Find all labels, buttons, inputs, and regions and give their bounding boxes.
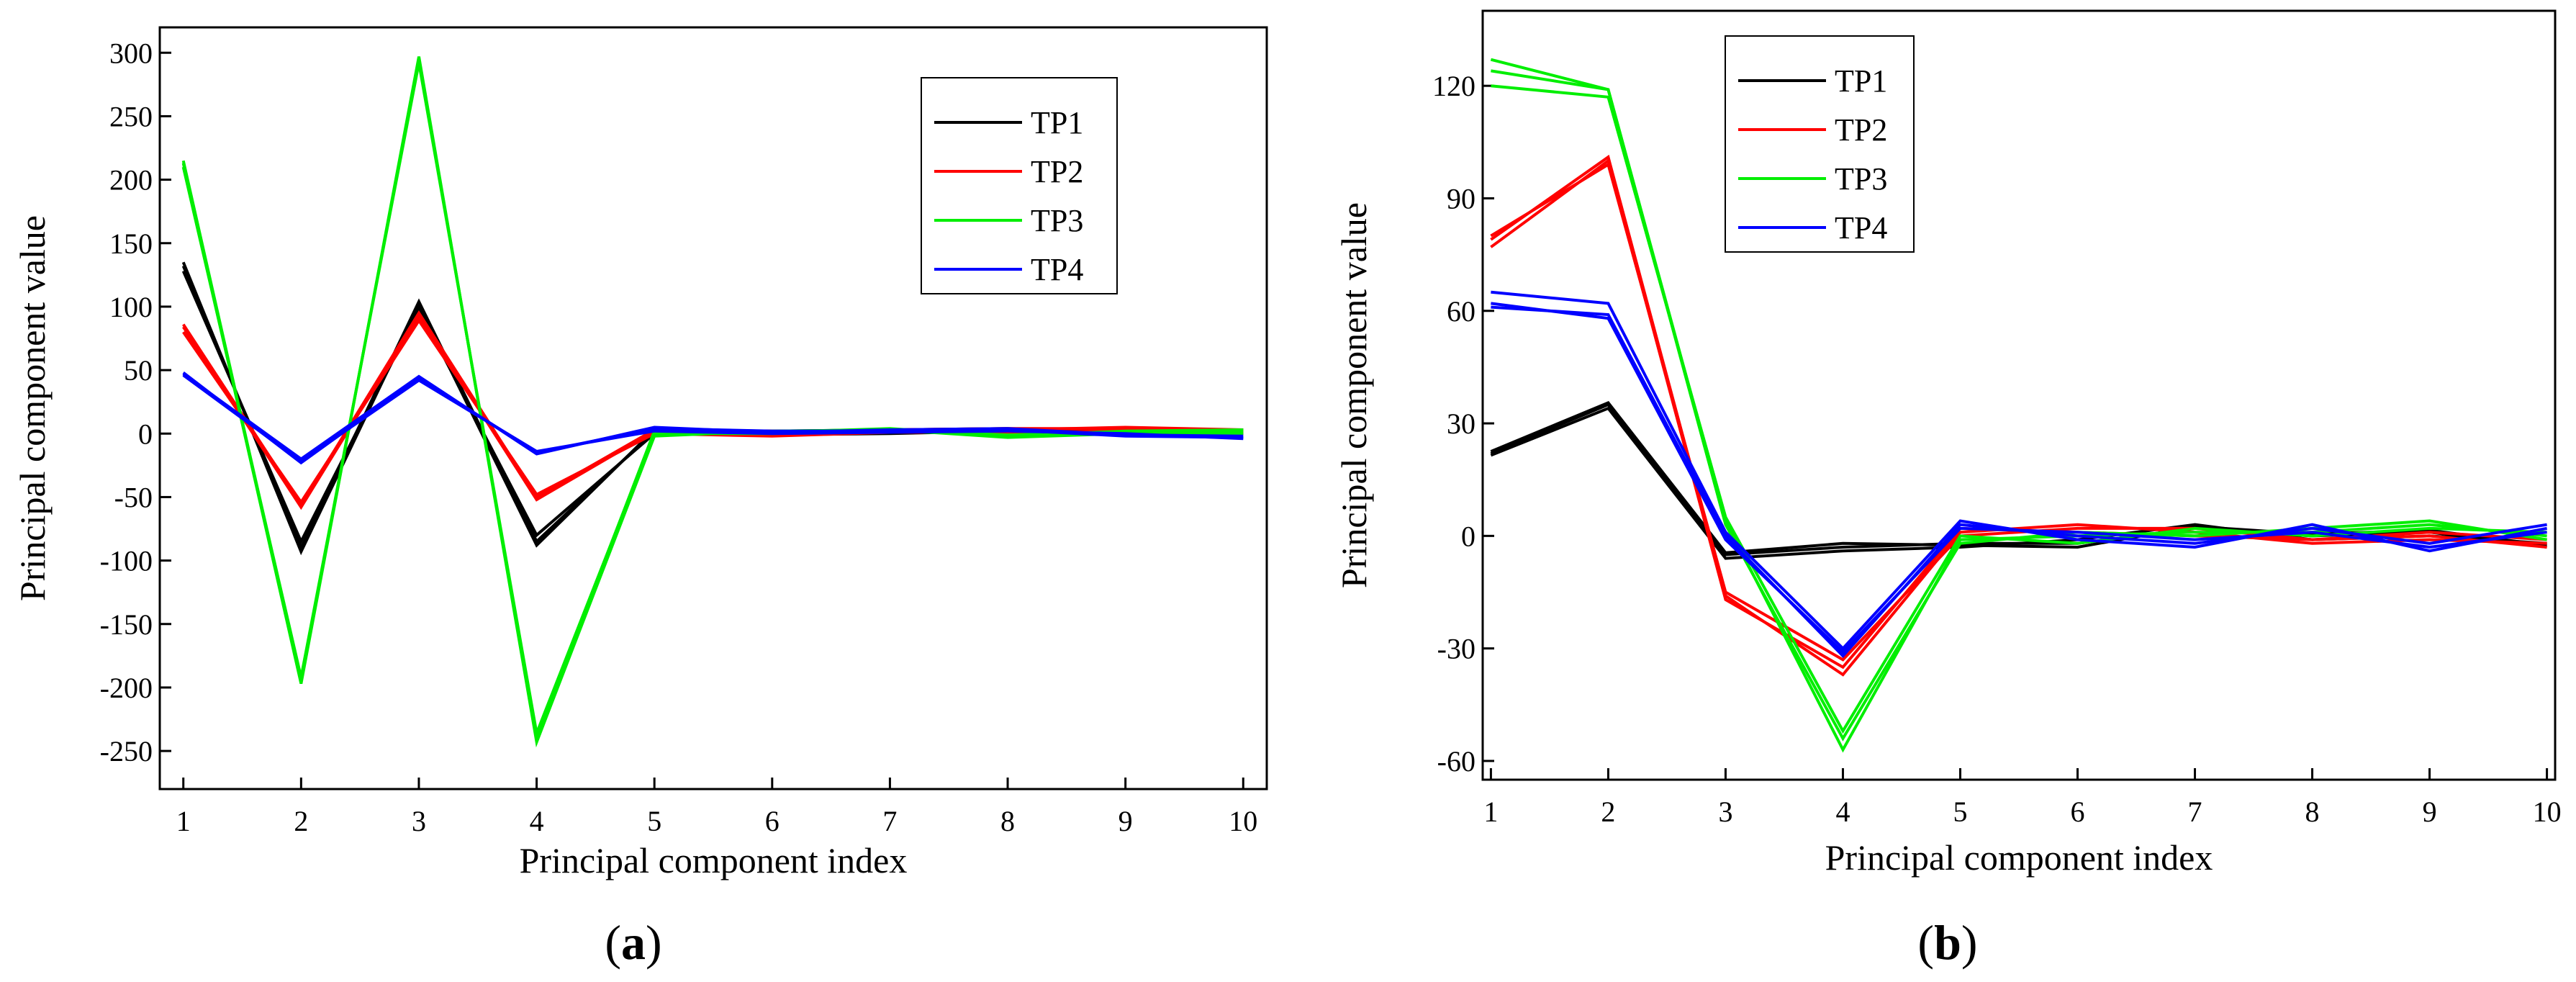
x-tick-label-a: 8 bbox=[1000, 805, 1015, 837]
panel-label-a: (a) bbox=[605, 915, 661, 970]
x-tick-label-b: 8 bbox=[2305, 796, 2320, 828]
y-tick-label-a: 300 bbox=[109, 37, 153, 69]
series-line-tp3-b bbox=[1491, 84, 2547, 734]
panel-b-chart: -60 -30 0 30 60 90 120 1 2 3 4 5 6 7 8 9 10 Principal com… bbox=[1334, 9, 2562, 970]
y-tick-label-a: -250 bbox=[100, 735, 153, 767]
y-axis-title-a: Principal component value bbox=[12, 215, 53, 601]
legend-label-tp1-b: TP1 bbox=[1835, 63, 1887, 99]
x-tick-label-a: 9 bbox=[1118, 805, 1133, 837]
series-line-tp2-a bbox=[182, 317, 1244, 505]
x-tick-label-b: 1 bbox=[1483, 796, 1498, 828]
x-tick-label-b: 6 bbox=[2071, 796, 2085, 828]
y-tick-label-b: 90 bbox=[1447, 182, 1475, 215]
series-line-tp4-a bbox=[182, 371, 1244, 465]
x-tick-label-b: 3 bbox=[1718, 796, 1732, 828]
legend-label-tp2-b: TP2 bbox=[1835, 112, 1887, 148]
x-tick-label-a: 10 bbox=[1229, 805, 1257, 837]
series-line-tp3-b bbox=[1490, 58, 2547, 753]
series-line-tp4-b bbox=[1491, 302, 2547, 654]
x-tick-label-b: 10 bbox=[2533, 796, 2562, 828]
series-line-tp3-b bbox=[1491, 69, 2547, 742]
x-tick-label-a: 5 bbox=[647, 805, 661, 837]
y-axis-title-b: Principal component value bbox=[1334, 202, 1374, 588]
y-tick-label-a: 100 bbox=[109, 291, 153, 323]
x-tick-label-a: 2 bbox=[294, 805, 308, 837]
panel-a-chart: -250 -200 -150 -100 -50 0 50 100 150 200 250 300 1 2 3… bbox=[12, 26, 1268, 970]
legend-label-tp2-a: TP2 bbox=[1031, 154, 1083, 189]
series-line-tp2-b bbox=[1490, 154, 2547, 677]
x-tick-label-a: 7 bbox=[882, 805, 897, 837]
y-tick-label-b: 30 bbox=[1447, 407, 1475, 440]
x-axis-title-b: Principal component index bbox=[1825, 837, 2213, 878]
x-tick-label-a: 1 bbox=[176, 805, 191, 837]
x-tick-label-b: 2 bbox=[1601, 796, 1615, 828]
y-tick-label-a: -50 bbox=[114, 481, 153, 513]
series-line-tp2-a bbox=[182, 310, 1244, 508]
x-tick-label-a: 6 bbox=[765, 805, 779, 837]
y-tick-label-a: 250 bbox=[109, 100, 153, 132]
series-line-tp4-a bbox=[182, 374, 1244, 464]
series-line-tp2-a bbox=[182, 312, 1244, 510]
y-tick-label-b: 60 bbox=[1447, 295, 1475, 328]
y-tick-label-a: 200 bbox=[109, 164, 153, 197]
x-tick-label-a: 4 bbox=[530, 805, 544, 837]
legend-label-tp4-b: TP4 bbox=[1835, 210, 1887, 246]
legend-box-b bbox=[1725, 35, 1915, 253]
y-tick-label-a: -100 bbox=[100, 545, 153, 577]
series-line-tp1-a bbox=[181, 265, 1244, 551]
series-line-tp1-a bbox=[181, 261, 1244, 556]
y-tick-label-a: 50 bbox=[124, 354, 153, 387]
x-tick-label-b: 4 bbox=[1835, 796, 1850, 828]
plot-frame-b bbox=[1481, 9, 2557, 781]
legend-box-a bbox=[921, 77, 1118, 294]
series-line-tp4-a bbox=[182, 372, 1244, 461]
x-tick-label-b: 7 bbox=[2188, 796, 2202, 828]
plot-frame-a bbox=[158, 26, 1268, 790]
x-tick-label-a: 3 bbox=[412, 805, 426, 837]
x-tick-label-b: 5 bbox=[1953, 796, 1967, 828]
series-line-tp1-a bbox=[181, 270, 1244, 545]
y-tick-label-a: -200 bbox=[100, 672, 153, 704]
panel-label-b: (b) bbox=[1917, 915, 1977, 970]
series-line-tp4-b bbox=[1491, 290, 2547, 651]
x-axis-title-a: Principal component index bbox=[520, 840, 908, 880]
y-tick-label-b: 0 bbox=[1461, 520, 1475, 552]
legend-label-tp3-b: TP3 bbox=[1835, 161, 1887, 197]
y-tick-label-a: -150 bbox=[100, 608, 153, 641]
y-tick-label-b: -60 bbox=[1437, 745, 1475, 778]
legend-label-tp4-a: TP4 bbox=[1031, 252, 1083, 287]
y-tick-label-b: 120 bbox=[1432, 70, 1475, 102]
x-tick-label-b: 9 bbox=[2423, 796, 2437, 828]
y-tick-label-a: 0 bbox=[138, 418, 153, 450]
legend-label-tp1-a: TP1 bbox=[1031, 105, 1083, 140]
y-tick-label-b: -30 bbox=[1437, 633, 1475, 665]
legend-label-tp3-a: TP3 bbox=[1031, 203, 1083, 238]
y-tick-label-a: 150 bbox=[109, 228, 153, 260]
series-line-tp4-b bbox=[1491, 305, 2547, 659]
